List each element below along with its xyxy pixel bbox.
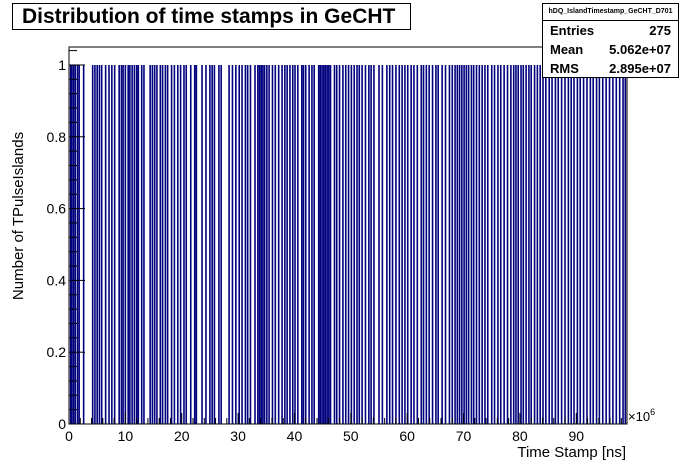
x-tick-label: 40 — [287, 428, 303, 444]
y-axis: 0 0.2 0.4 0.6 0.8 1 — [47, 50, 85, 432]
stats-row-mean: Mean 5.062e+07 — [543, 40, 678, 59]
stats-value: 2.895e+07 — [609, 61, 671, 76]
plot-frame — [68, 46, 628, 425]
stats-label: Entries — [550, 23, 595, 38]
x-tick-label: 0 — [65, 428, 73, 444]
x-tick-label: 90 — [568, 428, 584, 444]
x-tick-label: 20 — [174, 428, 190, 444]
y-tick-label: 0 — [58, 416, 66, 432]
x-tick-label: 50 — [343, 428, 359, 444]
x-axis: 0 10 20 30 40 50 60 70 80 90 — [65, 413, 622, 444]
x-tick-label: 70 — [456, 428, 472, 444]
histogram-name: hDQ_IslandTimestamp_GeCHT_D701 — [543, 4, 678, 21]
y-tick-label: 1 — [58, 57, 66, 73]
bar-group — [69, 64, 627, 424]
stats-row-rms: RMS 2.895e+07 — [543, 59, 678, 78]
stats-box: hDQ_IslandTimestamp_GeCHT_D701 Entries 2… — [542, 3, 679, 78]
stats-label: Mean — [550, 42, 584, 57]
y-tick-label: 0.4 — [47, 272, 67, 288]
x-axis-label: Time Stamp [ns] — [517, 444, 626, 461]
y-axis-label: Number of TPulseIslands — [10, 132, 27, 300]
x-tick-label: 30 — [230, 428, 246, 444]
stats-value: 275 — [649, 23, 671, 38]
stats-row-entries: Entries 275 — [543, 21, 678, 40]
x-tick-label: 80 — [512, 428, 528, 444]
y-tick-label: 0.6 — [47, 201, 67, 217]
y-tick-label: 0.8 — [47, 129, 67, 145]
stats-label: RMS — [550, 61, 579, 76]
x-tick-label: 60 — [399, 428, 415, 444]
chart-title: Distribution of time stamps in GeCHT — [12, 3, 411, 30]
x-tick-label: 10 — [118, 428, 134, 444]
x-exponent-label: ×106 — [628, 407, 655, 424]
stats-value: 5.062e+07 — [609, 42, 671, 57]
y-tick-label: 0.2 — [47, 344, 67, 360]
